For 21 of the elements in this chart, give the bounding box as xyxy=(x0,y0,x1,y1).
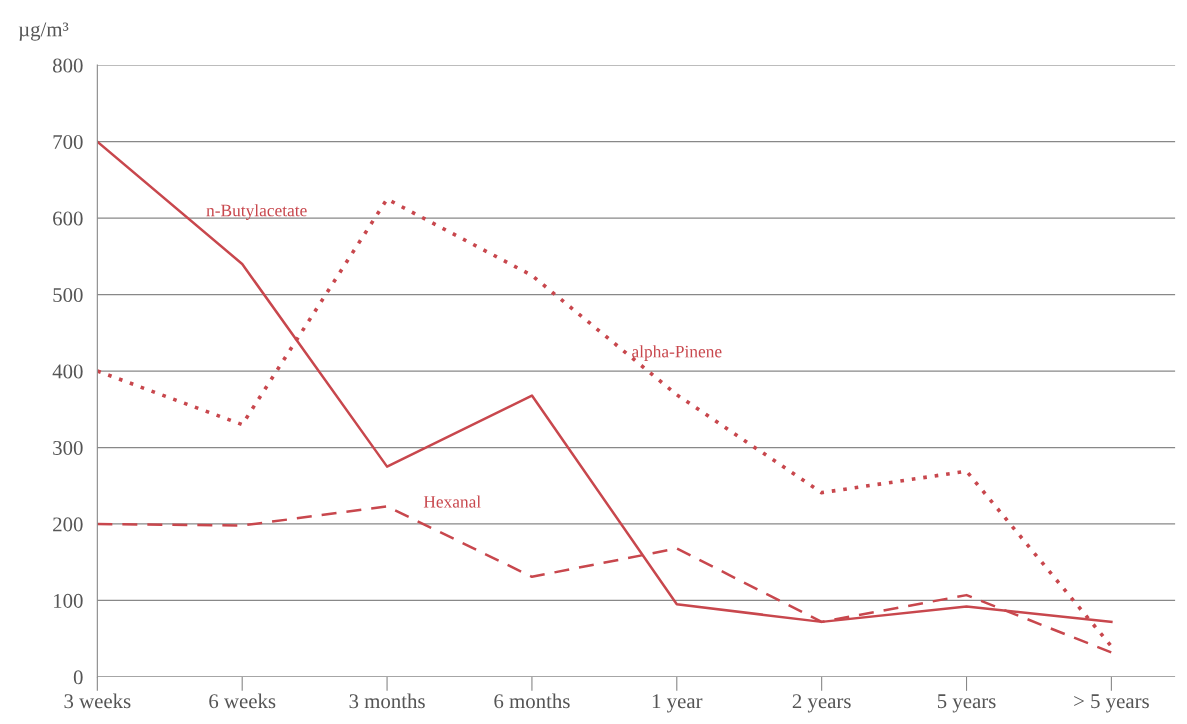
y-tick-label: 400 xyxy=(52,364,83,379)
x-tick-label: 1 year xyxy=(652,694,703,713)
y-tick-label: 200 xyxy=(53,517,83,532)
y-axis-title: µg/m³ xyxy=(18,22,69,41)
y-tick-label: 100 xyxy=(54,593,83,608)
x-tick-label: 3 weeks xyxy=(64,693,131,709)
y-tick-label: 600 xyxy=(53,211,83,226)
series-label: Hexanal xyxy=(423,495,481,508)
y-tick-label: 700 xyxy=(53,135,83,150)
y-tick-label: 500 xyxy=(53,287,83,303)
y-tick-label: 800 xyxy=(52,58,83,73)
x-tick-label: 2 years xyxy=(792,694,851,713)
series-label: n-Butylacetate xyxy=(206,204,307,220)
x-tick-label: 6 weeks xyxy=(209,693,276,709)
x-tick-label: 3 months xyxy=(349,693,425,709)
y-tick-label: 0 xyxy=(73,670,83,685)
x-tick-label: 5 years xyxy=(937,694,996,713)
x-tick-label: 6 months xyxy=(494,693,570,709)
x-tick-label: > 5 years xyxy=(1074,694,1149,713)
series-label: alpha-Pinene xyxy=(632,345,722,361)
y-tick-label: 300 xyxy=(53,440,83,455)
